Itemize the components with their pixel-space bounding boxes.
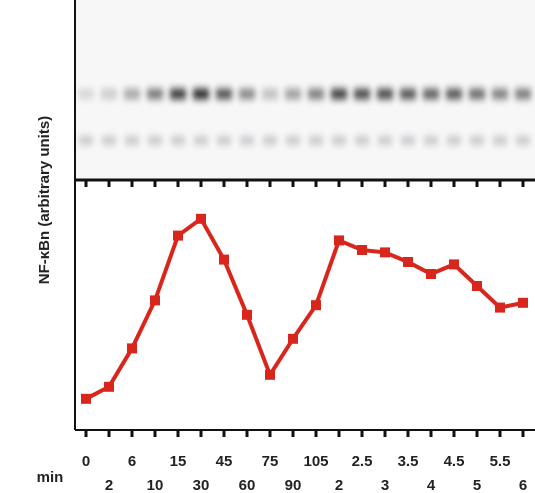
gel-lower-band	[79, 137, 93, 144]
x-tick-label: 5.5	[490, 453, 511, 470]
gel-band	[354, 89, 370, 99]
x-tick-label: 6	[128, 453, 136, 470]
data-point	[495, 302, 505, 313]
x-tick-label: 3	[381, 477, 389, 493]
data-point	[403, 257, 413, 267]
x-tick-label: 105	[303, 453, 328, 470]
gel-lower-band	[240, 137, 254, 144]
gel-lower-band	[378, 137, 392, 144]
gel-lower-band	[493, 137, 507, 144]
data-point	[173, 230, 183, 241]
gel-lower-band	[148, 137, 162, 144]
gel-band	[147, 89, 163, 99]
gel-lower-band	[286, 137, 300, 144]
gel-lower-band	[470, 137, 484, 144]
data-point	[288, 333, 298, 344]
gel-band	[216, 89, 232, 99]
gel-lower-band	[171, 137, 185, 144]
gel-band	[101, 89, 117, 99]
x-tick-label: 60	[239, 477, 256, 493]
gel-lower-band	[102, 137, 116, 144]
data-point	[127, 343, 137, 354]
gel-band	[331, 89, 347, 99]
x-tick-label: 2	[335, 477, 343, 493]
gel-lower-band	[217, 137, 231, 144]
gel-band	[262, 89, 278, 99]
x-tick-label: 45	[216, 453, 233, 470]
data-line	[85, 215, 524, 401]
x-tick-label: 2.5	[352, 453, 373, 470]
x-tick-label: 6	[519, 477, 527, 493]
gel-band	[400, 89, 416, 99]
gel-band	[78, 89, 94, 99]
gel-lower-band	[355, 137, 369, 144]
gel-lower-band	[309, 137, 323, 144]
x-tick-label: 5	[473, 477, 481, 493]
gel-band	[423, 89, 439, 99]
data-point	[449, 259, 459, 270]
gel-band	[239, 89, 255, 99]
data-point	[242, 309, 252, 320]
gel-band	[469, 89, 485, 99]
data-point	[196, 213, 206, 224]
gel-lower-band	[194, 137, 208, 144]
x-tick-label: 4.5	[444, 453, 465, 470]
gel-band	[377, 89, 393, 99]
x-tick-label: 75	[262, 453, 279, 470]
gel-lower-band	[447, 137, 461, 144]
gel-band	[492, 89, 508, 99]
data-point	[472, 281, 482, 291]
gel-lower-band	[424, 137, 438, 144]
gel-band	[308, 89, 324, 99]
gel-band	[193, 89, 209, 99]
data-point	[334, 235, 344, 246]
x-tick-label: 10	[147, 477, 164, 493]
data-point	[104, 381, 114, 392]
x-tick-label: 3.5	[398, 453, 419, 470]
gel-bands	[78, 89, 531, 144]
data-point	[357, 245, 367, 255]
x-tick-label: 90	[285, 477, 302, 493]
x-tick-label: 15	[170, 453, 187, 470]
gel-lower-band	[332, 137, 346, 144]
gel-band	[285, 89, 301, 99]
data-point	[518, 297, 528, 308]
data-point	[81, 393, 91, 404]
data-point	[426, 269, 436, 279]
data-point	[311, 300, 321, 311]
gel-lower-band	[516, 137, 530, 144]
gel-lower-band	[263, 137, 277, 144]
data-point	[265, 369, 275, 380]
x-tick-label: 4	[427, 477, 436, 493]
x-unit-label: min	[37, 469, 64, 486]
gel-lower-band	[401, 137, 415, 144]
gel-panel	[75, 0, 535, 180]
data-point	[150, 295, 160, 306]
x-tick-label: 2	[105, 477, 113, 493]
gel-band	[170, 89, 186, 99]
x-tick-label: 0	[82, 453, 90, 470]
data-point	[219, 254, 229, 265]
gel-band	[446, 89, 462, 99]
x-tick-label: 30	[193, 477, 210, 493]
data-point	[380, 247, 390, 258]
gel-band	[515, 89, 531, 99]
gel-band	[124, 89, 140, 99]
y-axis-label: NF-κBn (arbitrary units)	[36, 116, 53, 284]
gel-lower-band	[125, 137, 139, 144]
